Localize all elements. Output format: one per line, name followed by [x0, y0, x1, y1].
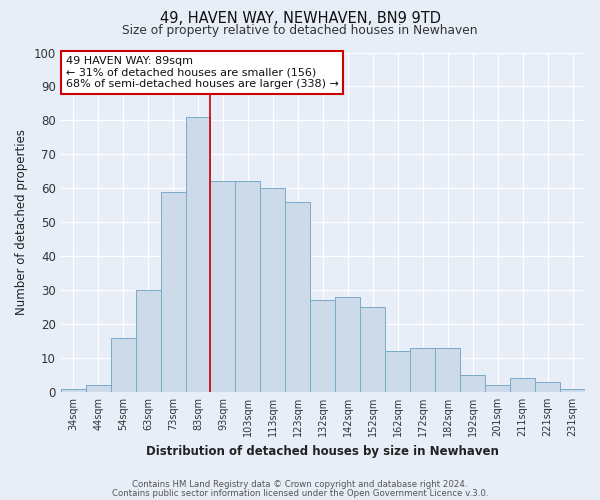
Text: 49, HAVEN WAY, NEWHAVEN, BN9 9TD: 49, HAVEN WAY, NEWHAVEN, BN9 9TD [160, 11, 440, 26]
Bar [385, 351, 410, 392]
Bar [61, 388, 86, 392]
Bar [460, 375, 485, 392]
X-axis label: Distribution of detached houses by size in Newhaven: Distribution of detached houses by size … [146, 444, 499, 458]
Bar [235, 182, 260, 392]
Bar [535, 382, 560, 392]
Bar [211, 182, 235, 392]
Bar [310, 300, 335, 392]
Bar [435, 348, 460, 392]
Text: 49 HAVEN WAY: 89sqm
← 31% of detached houses are smaller (156)
68% of semi-detac: 49 HAVEN WAY: 89sqm ← 31% of detached ho… [66, 56, 339, 89]
Text: Contains HM Land Registry data © Crown copyright and database right 2024.: Contains HM Land Registry data © Crown c… [132, 480, 468, 489]
Bar [136, 290, 161, 392]
Bar [161, 192, 185, 392]
Bar [360, 307, 385, 392]
Bar [510, 378, 535, 392]
Bar [485, 385, 510, 392]
Bar [335, 297, 360, 392]
Bar [410, 348, 435, 392]
Text: Contains public sector information licensed under the Open Government Licence v.: Contains public sector information licen… [112, 488, 488, 498]
Bar [260, 188, 286, 392]
Bar [110, 338, 136, 392]
Y-axis label: Number of detached properties: Number of detached properties [15, 129, 28, 315]
Text: Size of property relative to detached houses in Newhaven: Size of property relative to detached ho… [122, 24, 478, 37]
Bar [560, 388, 585, 392]
Bar [86, 385, 110, 392]
Bar [185, 117, 211, 392]
Bar [286, 202, 310, 392]
